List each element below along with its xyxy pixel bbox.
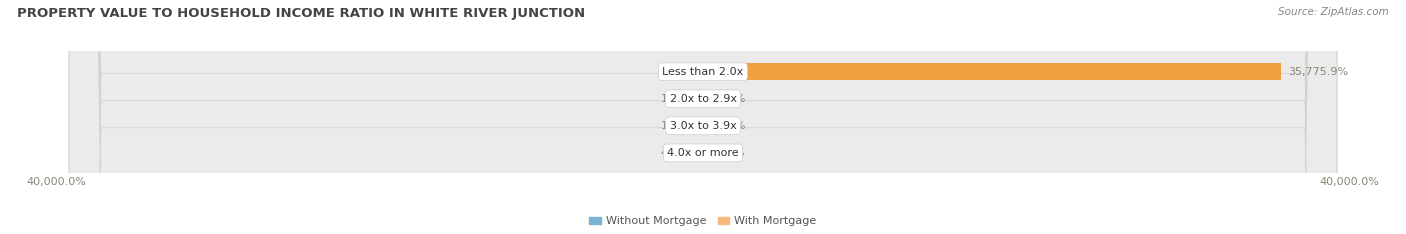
- Text: 2.0x to 2.9x: 2.0x to 2.9x: [669, 94, 737, 104]
- FancyBboxPatch shape: [69, 0, 1337, 234]
- FancyBboxPatch shape: [69, 0, 1337, 234]
- Text: Source: ZipAtlas.com: Source: ZipAtlas.com: [1278, 7, 1389, 17]
- Legend: Without Mortgage, With Mortgage: Without Mortgage, With Mortgage: [585, 212, 821, 231]
- Text: PROPERTY VALUE TO HOUSEHOLD INCOME RATIO IN WHITE RIVER JUNCTION: PROPERTY VALUE TO HOUSEHOLD INCOME RATIO…: [17, 7, 585, 20]
- Text: 3.0x to 3.9x: 3.0x to 3.9x: [669, 121, 737, 131]
- Text: 35,775.9%: 35,775.9%: [1288, 67, 1348, 77]
- Text: 21.3%: 21.3%: [710, 94, 745, 104]
- FancyBboxPatch shape: [69, 0, 1337, 234]
- Bar: [703, 63, 1281, 80]
- Text: 11.3%: 11.3%: [661, 121, 696, 131]
- Text: 14.7%: 14.7%: [710, 148, 745, 158]
- Text: 17.5%: 17.5%: [661, 94, 696, 104]
- Text: 45.0%: 45.0%: [661, 148, 696, 158]
- Text: 26.3%: 26.3%: [661, 67, 696, 77]
- Text: 4.0x or more: 4.0x or more: [668, 148, 738, 158]
- FancyBboxPatch shape: [69, 0, 1337, 234]
- Text: 49.5%: 49.5%: [710, 121, 745, 131]
- Text: Less than 2.0x: Less than 2.0x: [662, 67, 744, 77]
